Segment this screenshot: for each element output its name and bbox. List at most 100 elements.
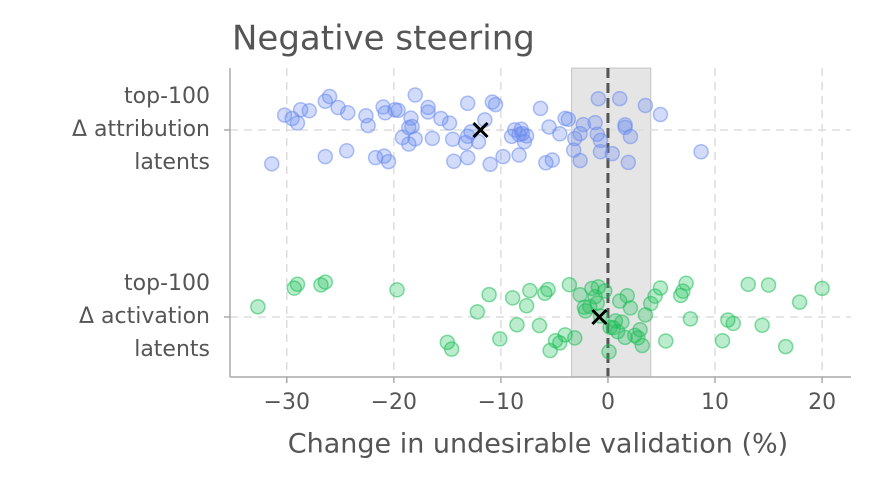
point (552, 335, 568, 351)
point (567, 330, 583, 346)
mean-marker (472, 121, 489, 139)
point (390, 102, 406, 119)
point (544, 152, 561, 168)
point (358, 108, 374, 124)
point (643, 295, 659, 312)
point (557, 110, 573, 127)
point (470, 134, 487, 150)
point (622, 300, 639, 316)
point (541, 119, 557, 135)
point (576, 299, 593, 315)
point (338, 143, 355, 159)
point (740, 276, 756, 293)
point (481, 286, 497, 303)
point (516, 133, 533, 150)
point (619, 287, 635, 304)
point (433, 110, 449, 127)
point (532, 100, 549, 117)
point (637, 97, 654, 114)
point (518, 297, 535, 314)
point (614, 314, 630, 330)
point (682, 311, 699, 327)
point (587, 114, 603, 131)
point (557, 327, 573, 343)
point (592, 143, 609, 160)
point (589, 295, 605, 311)
point (760, 277, 777, 293)
point (317, 93, 334, 110)
point (487, 96, 504, 113)
point (634, 337, 650, 354)
point (509, 316, 525, 333)
x-tick-label: −10 (478, 390, 524, 415)
point (647, 288, 663, 304)
point (420, 99, 436, 116)
point (617, 117, 633, 133)
point (678, 275, 694, 292)
point (609, 323, 626, 340)
point (522, 282, 538, 299)
point (292, 101, 309, 118)
point (482, 156, 498, 172)
point (511, 147, 527, 163)
point (658, 333, 674, 349)
point (250, 298, 266, 315)
point (289, 276, 306, 292)
x-tick-label: −20 (371, 390, 417, 415)
point (394, 129, 411, 146)
point (552, 126, 568, 142)
point (592, 132, 609, 149)
point (317, 148, 334, 165)
point (572, 125, 588, 142)
x-tick-label: 20 (808, 390, 836, 415)
point (575, 116, 592, 133)
point (340, 104, 356, 121)
point (590, 90, 607, 107)
point (459, 95, 476, 112)
point (441, 115, 458, 131)
point (791, 294, 808, 310)
point (469, 304, 486, 320)
point (620, 154, 637, 171)
point (389, 282, 405, 298)
point (693, 144, 709, 160)
point (584, 280, 600, 297)
y-tick-label: top-100 Δ attribution latents (72, 84, 210, 175)
point (611, 90, 628, 107)
point (630, 330, 646, 346)
x-tick-label: 0 (601, 390, 615, 415)
point (443, 341, 460, 357)
point (714, 332, 731, 349)
point (504, 290, 521, 306)
point (459, 149, 476, 166)
point (424, 130, 441, 147)
point (540, 281, 556, 298)
point (531, 317, 548, 334)
point (652, 280, 669, 296)
mean-marker (591, 308, 608, 326)
point (317, 274, 334, 290)
point (264, 156, 280, 172)
x-axis-label: Change in undesirable validation (%) (288, 429, 788, 460)
point (376, 148, 392, 164)
point (814, 280, 830, 297)
point (420, 104, 436, 120)
point (276, 107, 293, 123)
point (444, 131, 461, 147)
point (561, 276, 578, 293)
point (446, 153, 462, 170)
point (604, 145, 620, 162)
x-tick-label: 10 (701, 390, 729, 415)
x-tick-label: −30 (264, 390, 310, 415)
y-tick-label: top-100 Δ activation latents (79, 271, 210, 362)
point (652, 106, 669, 123)
point (725, 315, 741, 332)
point (407, 87, 423, 103)
point (407, 131, 423, 147)
point (565, 142, 582, 158)
chart-title: Negative steering (232, 19, 535, 59)
point (754, 317, 770, 334)
point (495, 148, 511, 165)
